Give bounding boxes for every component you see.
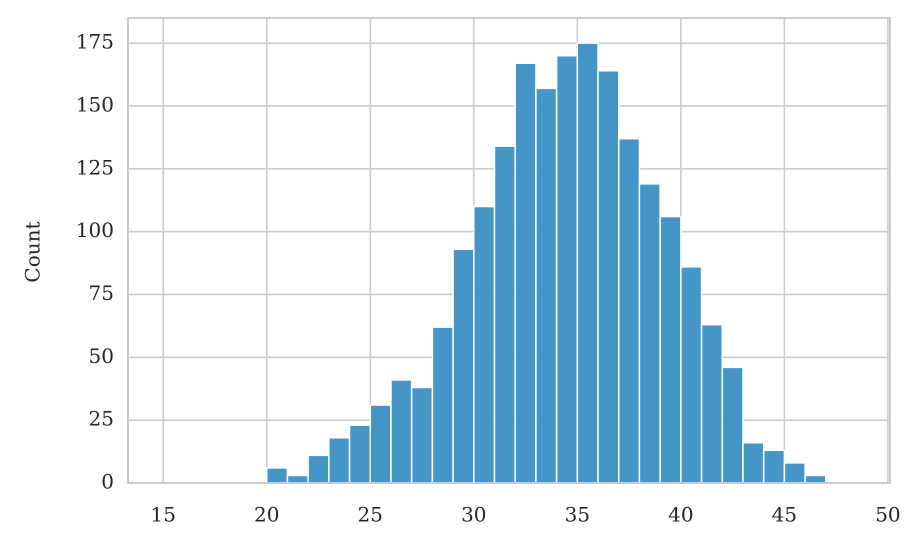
x-tick-label: 45 xyxy=(772,503,797,527)
x-tick-label: 50 xyxy=(875,503,900,527)
plot-frame xyxy=(127,17,891,484)
bar xyxy=(390,379,413,484)
bar xyxy=(721,366,744,484)
x-tick-label: 25 xyxy=(358,503,383,527)
bar xyxy=(680,266,703,484)
bar xyxy=(576,42,599,484)
y-tick-label: 125 xyxy=(76,155,114,179)
bar xyxy=(493,145,516,484)
bar xyxy=(307,454,330,484)
bar xyxy=(410,386,434,484)
bar xyxy=(369,404,392,484)
x-tick-label: 20 xyxy=(254,503,279,527)
bar xyxy=(514,62,537,484)
bar xyxy=(700,323,724,484)
y-tick-label: 150 xyxy=(76,92,114,116)
bar xyxy=(804,474,827,484)
bar xyxy=(742,442,765,484)
bar xyxy=(535,87,558,484)
bar xyxy=(265,467,289,484)
bar xyxy=(473,205,496,484)
y-axis-label: Count xyxy=(21,221,45,282)
x-tick-label: 40 xyxy=(668,503,693,527)
bar xyxy=(617,137,641,484)
x-tick-label: 15 xyxy=(150,503,175,527)
bar xyxy=(555,54,579,484)
x-tick-label: 35 xyxy=(565,503,590,527)
y-tick-label: 75 xyxy=(89,281,114,305)
bar xyxy=(783,462,806,484)
bar xyxy=(659,215,682,484)
bar xyxy=(638,183,661,484)
bar xyxy=(452,248,475,484)
bar xyxy=(286,474,309,484)
y-tick-label: 175 xyxy=(76,30,114,54)
y-tick-label: 50 xyxy=(89,344,114,368)
x-tick-label: 30 xyxy=(461,503,486,527)
bar xyxy=(328,437,351,484)
y-tick-label: 100 xyxy=(76,218,114,242)
y-tick-label: 0 xyxy=(101,470,114,494)
y-tick-label: 25 xyxy=(89,407,114,431)
bar xyxy=(597,70,620,484)
bar xyxy=(431,326,454,484)
bar xyxy=(762,449,786,484)
bar xyxy=(348,424,372,484)
